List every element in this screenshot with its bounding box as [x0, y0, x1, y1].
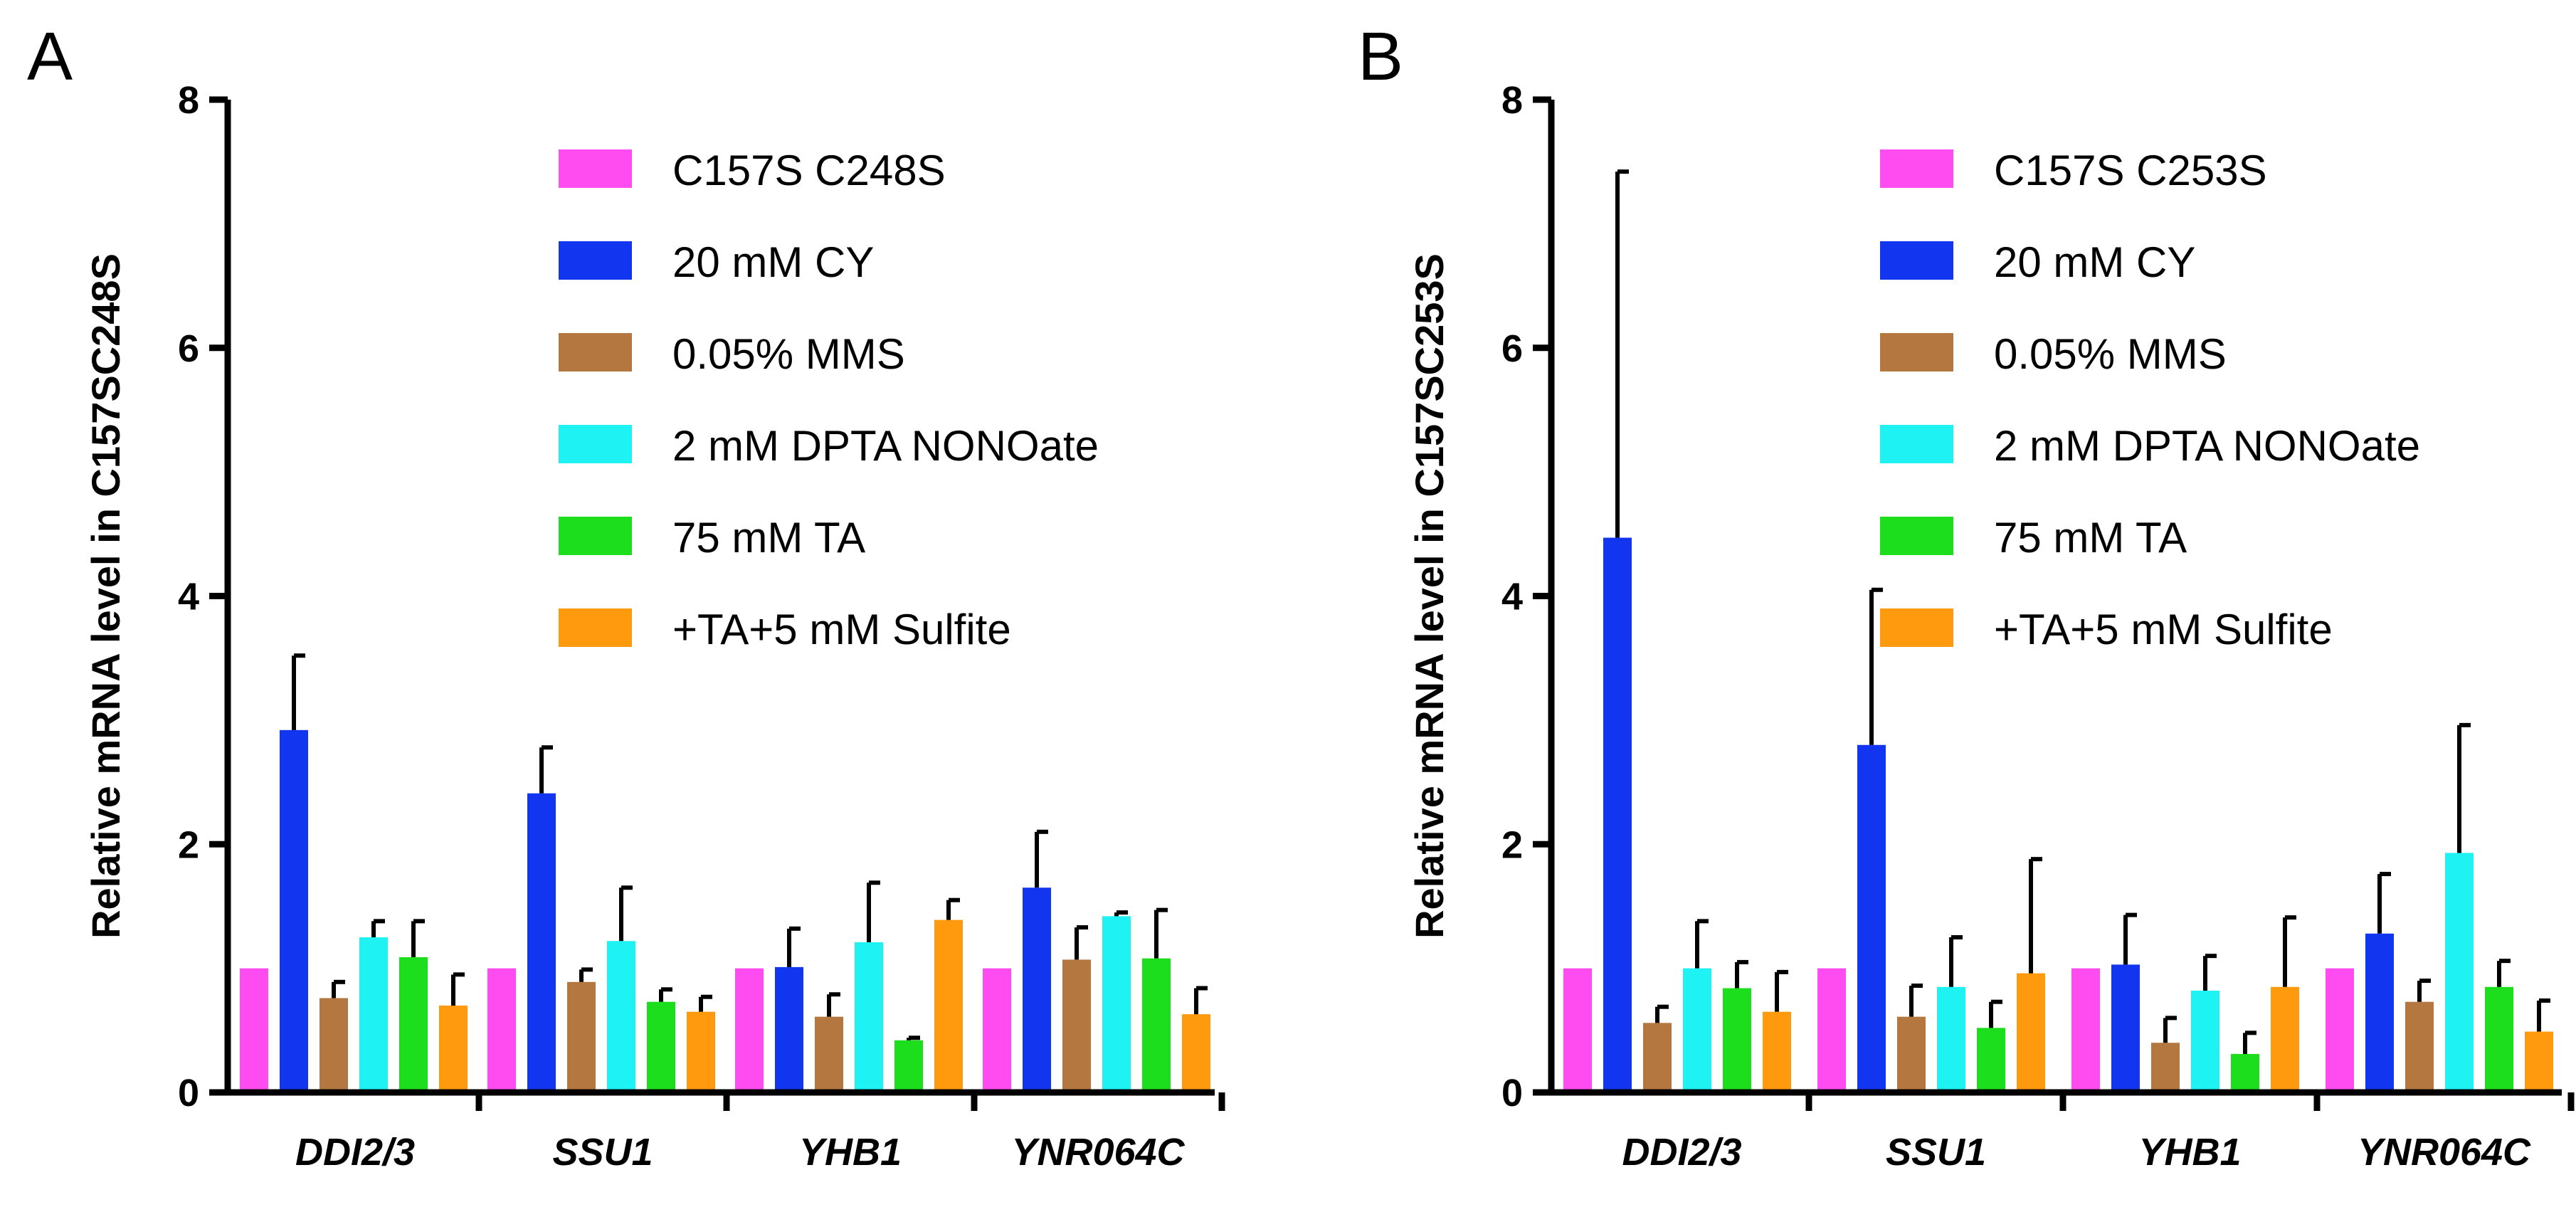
legend-entry: C157S C253S — [1994, 147, 2267, 194]
bar — [687, 1011, 715, 1092]
bar — [2365, 933, 2394, 1092]
bar — [2326, 968, 2354, 1092]
bar — [1182, 1014, 1210, 1092]
bar — [607, 941, 635, 1092]
bar — [1102, 916, 1131, 1092]
bar — [983, 968, 1011, 1092]
bar — [2445, 853, 2474, 1092]
legend-entry: +TA+5 mM Sulfite — [1994, 606, 2333, 653]
y-tick-label: 2 — [1501, 823, 1523, 866]
legend-entry: C157S C248S — [672, 147, 946, 194]
legend-entry: 20 mM CY — [672, 238, 874, 286]
bar — [1062, 959, 1091, 1092]
panel-b: B Relative mRNA level in C157SC253S DDI2/3… — [1358, 19, 2575, 1174]
legend-swatch — [1880, 517, 1953, 555]
y-axis-label: Relative mRNA level in C157SC248S — [83, 253, 128, 939]
bar — [240, 968, 268, 1092]
panel-a: A Relative mRNA level in C157SC248S DDI2/3… — [27, 19, 1225, 1174]
x-tick-label: YHB1 — [799, 1131, 902, 1174]
bar — [2111, 964, 2140, 1092]
bar — [487, 968, 516, 1092]
bar — [647, 1001, 675, 1092]
legend-swatch — [1880, 149, 1953, 188]
y-tick-label: 4 — [178, 576, 199, 618]
bar — [1763, 1011, 1791, 1092]
panel-label: A — [27, 19, 73, 95]
y-tick-label: 2 — [178, 823, 199, 866]
x-tick-label: DDI2/3 — [295, 1131, 415, 1174]
legend-swatch — [559, 333, 632, 371]
bar — [2191, 991, 2219, 1092]
bar — [855, 942, 883, 1092]
legend-swatch — [1880, 608, 1953, 647]
bar — [1023, 887, 1051, 1092]
legend-entry: 0.05% MMS — [1994, 330, 2227, 378]
bar — [567, 981, 596, 1092]
x-tick-label: DDI2/3 — [1622, 1131, 1741, 1174]
bar — [735, 968, 764, 1092]
x-tick-label: SSU1 — [1886, 1131, 1986, 1174]
legend-entry: 2 mM DPTA NONOate — [1994, 422, 2420, 470]
bar — [2017, 973, 2045, 1092]
legend-entry: 20 mM CY — [1994, 238, 2195, 286]
bar — [2525, 1031, 2553, 1092]
bar — [399, 956, 428, 1092]
legend-entry: 75 mM TA — [672, 514, 865, 562]
bar — [1603, 537, 1632, 1092]
y-tick-label: 0 — [1501, 1072, 1523, 1114]
legend-entry: 0.05% MMS — [672, 330, 905, 378]
bar — [280, 729, 308, 1092]
legend-swatch — [559, 517, 632, 555]
legend-swatch — [559, 149, 632, 188]
y-tick-label: 6 — [1501, 327, 1523, 370]
y-tick-label: 8 — [1501, 79, 1523, 122]
bar — [2151, 1043, 2180, 1092]
legend-swatch — [1880, 241, 1953, 280]
bar — [1142, 958, 1171, 1092]
legend-entry: +TA+5 mM Sulfite — [672, 606, 1011, 653]
bar — [1683, 968, 1711, 1092]
y-tick-label: 0 — [178, 1072, 199, 1114]
bar — [894, 1040, 923, 1092]
bar — [2271, 986, 2299, 1092]
bar — [1857, 744, 1886, 1092]
bar — [2485, 986, 2513, 1092]
bar — [2231, 1053, 2259, 1092]
bar — [1977, 1028, 2005, 1092]
bar — [2071, 968, 2100, 1092]
bar — [359, 937, 388, 1092]
legend-swatch — [559, 425, 632, 463]
y-axis-label: Relative mRNA level in C157SC253S — [1407, 253, 1452, 939]
legend-swatch — [1880, 333, 1953, 371]
panel-label: B — [1358, 19, 1403, 95]
bar — [1723, 988, 1751, 1092]
bar — [775, 966, 803, 1092]
legend-swatch — [559, 608, 632, 647]
bar — [527, 793, 556, 1092]
x-tick-label: YHB1 — [2138, 1131, 2241, 1174]
y-tick-label: 8 — [178, 79, 199, 122]
x-tick-label: YNR064C — [2358, 1131, 2531, 1174]
bar — [2405, 1001, 2434, 1092]
x-tick-label: SSU1 — [552, 1131, 653, 1174]
bar — [1897, 1016, 1926, 1092]
legend-swatch — [1880, 425, 1953, 463]
legend-entry: 75 mM TA — [1994, 514, 2187, 562]
y-tick-label: 4 — [1501, 576, 1523, 618]
bar — [439, 1005, 468, 1092]
bar — [1937, 986, 1965, 1092]
y-tick-label: 6 — [178, 327, 199, 370]
x-tick-label: YNR064C — [1011, 1131, 1185, 1174]
legend-entry: 2 mM DPTA NONOate — [672, 422, 1099, 470]
bar — [1563, 968, 1592, 1092]
bar — [1817, 968, 1846, 1092]
legend-swatch — [559, 241, 632, 280]
bar — [934, 919, 963, 1092]
bar — [1643, 1023, 1672, 1092]
bar — [815, 1016, 843, 1092]
bar — [320, 998, 348, 1092]
